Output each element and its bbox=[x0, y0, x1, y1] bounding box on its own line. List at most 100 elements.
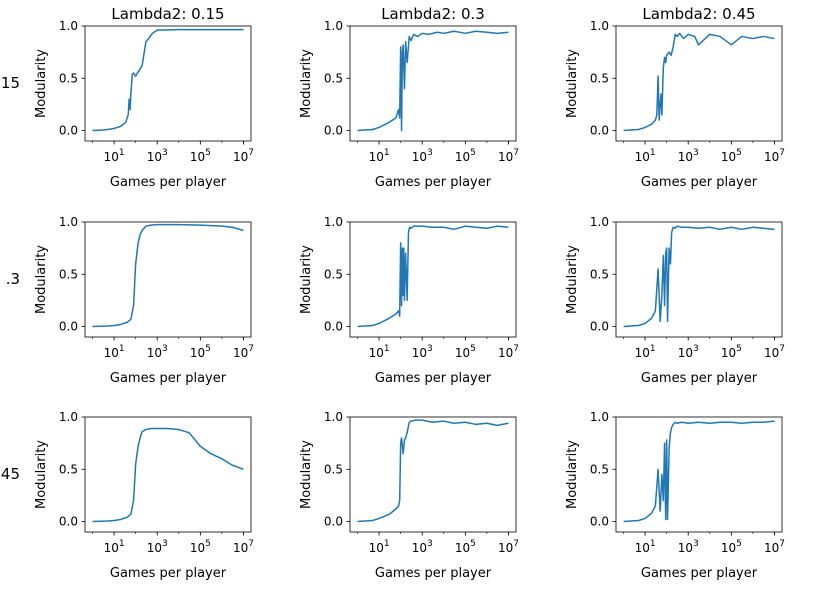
x-tick-label: 105 bbox=[190, 539, 211, 555]
x-tick-label: 101 bbox=[369, 148, 390, 164]
x-tick-label: 107 bbox=[498, 344, 519, 360]
panel-1-1: 0.0 0.5 1.0 101 103 105 107 Games per player Mod… bbox=[34, 5, 254, 190]
panel-title: Lambda2: 0.3 bbox=[381, 5, 485, 23]
y-axis-label: Modularity bbox=[565, 49, 580, 118]
axes-frame bbox=[349, 25, 517, 142]
axes-frame bbox=[84, 25, 252, 142]
panel-2-3: 0.0 0.5 1.0 101 103 105 107 Games per player Mod… bbox=[565, 215, 785, 386]
y-axis-label: Modularity bbox=[565, 440, 580, 509]
x-tick-label: 107 bbox=[233, 539, 254, 555]
y-tick-label: 0.5 bbox=[59, 267, 78, 281]
axes-frame bbox=[84, 221, 252, 338]
data-line bbox=[92, 427, 244, 523]
y-axis-label: Modularity bbox=[299, 245, 314, 314]
x-axis-label: Games per player bbox=[641, 566, 758, 581]
x-axis-label: Games per player bbox=[641, 371, 758, 386]
panel-1-3: 0.0 0.5 1.0 101 103 105 107 Games per player Mod… bbox=[565, 5, 785, 190]
x-tick-label: 101 bbox=[369, 539, 390, 555]
panel-2-2: 0.0 0.5 1.0 101 103 105 107 Games per player Mod… bbox=[299, 215, 519, 386]
axes-frame bbox=[349, 416, 517, 533]
y-tick-label: 1.0 bbox=[590, 19, 609, 33]
y-tick-label: 0.5 bbox=[324, 462, 343, 476]
x-axis-label: Games per player bbox=[375, 175, 492, 190]
y-tick-label: 1.0 bbox=[59, 19, 78, 33]
data-line bbox=[623, 32, 775, 132]
x-tick-label: 101 bbox=[104, 539, 125, 555]
axes-frame bbox=[615, 25, 783, 142]
x-tick-label: 101 bbox=[635, 539, 656, 555]
data-line bbox=[92, 28, 244, 132]
x-tick-label: 107 bbox=[233, 148, 254, 164]
y-axis-label: Modularity bbox=[299, 440, 314, 509]
x-tick-label: 107 bbox=[498, 148, 519, 164]
panel-3-3: 0.0 0.5 1.0 101 103 105 107 Games per player Mod… bbox=[565, 410, 785, 581]
y-tick-label: 1.0 bbox=[590, 410, 609, 424]
x-tick-label: 105 bbox=[455, 539, 476, 555]
x-tick-label: 105 bbox=[455, 344, 476, 360]
y-tick-label: 0.0 bbox=[59, 124, 78, 138]
data-line bbox=[623, 420, 775, 523]
y-tick-label: 1.0 bbox=[324, 410, 343, 424]
x-axis-label: Games per player bbox=[110, 566, 227, 581]
y-tick-label: 0.0 bbox=[59, 320, 78, 334]
x-tick-label: 105 bbox=[721, 539, 742, 555]
y-tick-label: 0.5 bbox=[59, 71, 78, 85]
y-axis-label: Modularity bbox=[34, 245, 49, 314]
x-tick-label: 103 bbox=[678, 344, 699, 360]
y-tick-label: 0.0 bbox=[59, 515, 78, 529]
row-labels: 15 .3 45 bbox=[1, 74, 20, 483]
axes-frame bbox=[84, 416, 252, 533]
x-tick-label: 103 bbox=[147, 344, 168, 360]
x-tick-label: 103 bbox=[678, 539, 699, 555]
x-axis-label: Games per player bbox=[110, 175, 227, 190]
x-tick-label: 101 bbox=[635, 148, 656, 164]
x-axis-label: Games per player bbox=[641, 175, 758, 190]
x-tick-label: 107 bbox=[498, 539, 519, 555]
y-axis-label: Modularity bbox=[565, 245, 580, 314]
y-tick-label: 0.0 bbox=[324, 320, 343, 334]
axes-frame bbox=[615, 221, 783, 338]
y-tick-label: 0.5 bbox=[324, 71, 343, 85]
panel-3-1: 0.0 0.5 1.0 101 103 105 107 Games per player Mod… bbox=[34, 410, 254, 581]
x-tick-label: 105 bbox=[455, 148, 476, 164]
panel-title: Lambda2: 0.45 bbox=[642, 5, 755, 23]
x-axis-label: Games per player bbox=[375, 371, 492, 386]
data-line bbox=[92, 223, 244, 328]
x-tick-label: 107 bbox=[764, 148, 785, 164]
x-tick-label: 105 bbox=[190, 344, 211, 360]
data-line bbox=[357, 30, 509, 132]
x-tick-label: 107 bbox=[233, 344, 254, 360]
y-tick-label: 0.5 bbox=[59, 462, 78, 476]
data-line bbox=[357, 419, 509, 523]
x-tick-label: 103 bbox=[147, 148, 168, 164]
y-tick-label: 0.0 bbox=[324, 515, 343, 529]
y-tick-label: 0.5 bbox=[590, 71, 609, 85]
panel-3-2: 0.0 0.5 1.0 101 103 105 107 Games per player Mod… bbox=[299, 410, 519, 581]
x-tick-label: 105 bbox=[190, 148, 211, 164]
y-axis-label: Modularity bbox=[34, 440, 49, 509]
panel-2-1: 0.0 0.5 1.0 101 103 105 107 Games per player Mod… bbox=[34, 215, 254, 386]
y-axis-label: Modularity bbox=[34, 49, 49, 118]
data-line bbox=[623, 225, 775, 328]
x-tick-label: 105 bbox=[721, 148, 742, 164]
x-tick-label: 101 bbox=[369, 344, 390, 360]
y-tick-label: 0.0 bbox=[590, 320, 609, 334]
y-tick-label: 1.0 bbox=[324, 215, 343, 229]
panel-title: Lambda2: 0.15 bbox=[111, 5, 224, 23]
x-tick-label: 101 bbox=[104, 344, 125, 360]
axes-frame bbox=[615, 416, 783, 533]
x-tick-label: 103 bbox=[678, 148, 699, 164]
data-line bbox=[357, 225, 509, 328]
x-tick-label: 103 bbox=[412, 148, 433, 164]
row-label-3: 45 bbox=[1, 465, 20, 483]
x-tick-label: 105 bbox=[721, 344, 742, 360]
y-tick-label: 0.5 bbox=[590, 267, 609, 281]
axes-frame bbox=[349, 221, 517, 338]
y-tick-label: 0.5 bbox=[324, 267, 343, 281]
y-tick-label: 1.0 bbox=[324, 19, 343, 33]
y-tick-label: 1.0 bbox=[59, 215, 78, 229]
x-tick-label: 103 bbox=[147, 539, 168, 555]
y-tick-label: 0.5 bbox=[590, 462, 609, 476]
row-label-1: 15 bbox=[1, 74, 20, 92]
